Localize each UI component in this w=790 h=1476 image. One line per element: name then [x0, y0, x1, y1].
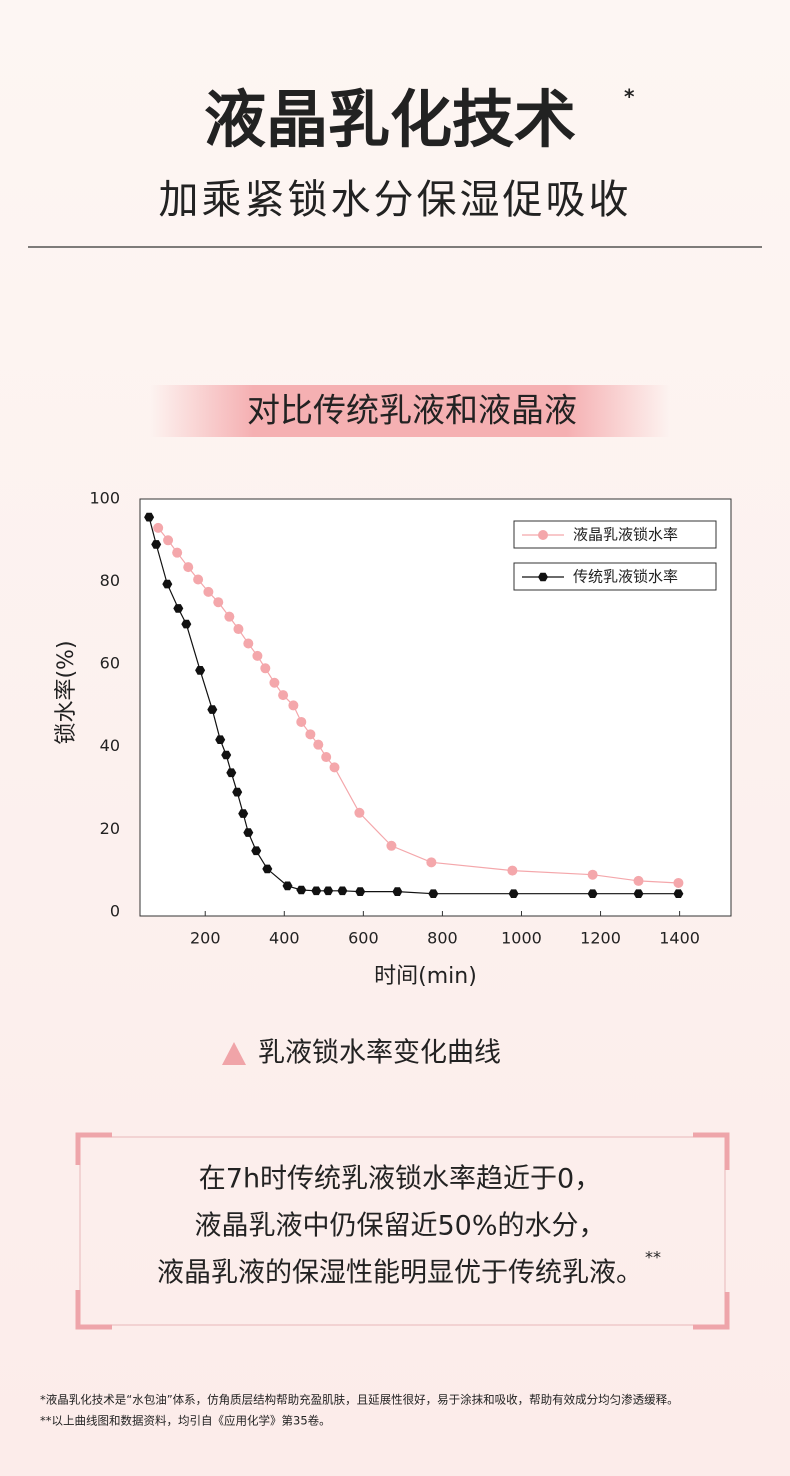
point [144, 512, 155, 522]
point [251, 846, 262, 856]
point [321, 752, 332, 763]
x-tick-label: 1200 [580, 929, 621, 948]
section-band [150, 385, 670, 437]
point [392, 887, 403, 896]
title: 液晶乳化技术 [204, 83, 576, 156]
point [311, 886, 322, 896]
point [282, 881, 293, 891]
section-title: 对比传统乳液和液晶液 [247, 391, 577, 430]
callout-line: 液晶乳液的保湿性能明显优于传统乳液。 [157, 1258, 643, 1289]
plot-frame [139, 498, 732, 917]
point [426, 857, 437, 868]
y-tick-label: 60 [100, 654, 120, 673]
footnote: *液晶乳化技术是“水包油”体系，仿角质层结构帮助充盈肌肤，且延展性很好，易于涂抹… [40, 1393, 679, 1407]
point [587, 869, 598, 880]
point [215, 735, 226, 744]
x-tick-label: 1000 [501, 929, 542, 948]
point [428, 889, 439, 898]
point [673, 889, 684, 898]
x-tick-label: 400 [269, 929, 300, 948]
legend-marker [538, 530, 548, 540]
x-tick-label: 600 [348, 929, 379, 948]
x-axis-label: 时间(min) [374, 964, 477, 989]
point [313, 739, 324, 750]
point [153, 522, 164, 533]
footnote: **以上曲线图和数据资料，均引自《应用化学》第35卷。 [40, 1414, 331, 1428]
caption: 乳液锁水率变化曲线 [258, 1038, 501, 1069]
callout-line: 在7h时传统乳液锁水率趋近于0， [199, 1164, 601, 1195]
point [507, 865, 518, 876]
point [232, 787, 243, 797]
y-tick-label: 0 [110, 901, 120, 920]
y-axis-label: 锁水率(%) [54, 640, 79, 744]
point [151, 540, 162, 549]
point [354, 807, 365, 818]
point [226, 768, 237, 778]
point [203, 586, 214, 597]
x-tick-label: 800 [427, 929, 458, 948]
x-tick-label: 1400 [659, 929, 700, 948]
chart: 0 20 40 60 80 100 200 400 600 800 1000 1200 1400 时间(m… [54, 489, 732, 989]
point [252, 650, 263, 661]
point [329, 762, 340, 773]
callout-box [79, 1136, 726, 1326]
point [288, 700, 299, 711]
point [233, 624, 244, 635]
y-tick-label: 100 [89, 489, 120, 508]
point [278, 690, 289, 701]
callout-line: 液晶乳液中仍保留近50%的水分， [194, 1211, 605, 1242]
point [181, 619, 192, 629]
point [305, 729, 316, 740]
point [195, 666, 206, 675]
legend-label: 液晶乳液锁水率 [573, 526, 678, 544]
point [193, 574, 204, 585]
point [508, 889, 519, 898]
point [224, 611, 235, 622]
point [262, 864, 273, 874]
y-tick-label: 40 [100, 736, 120, 755]
point [183, 562, 194, 573]
point [673, 877, 684, 888]
callout-mark: ** [645, 1248, 661, 1267]
point [633, 875, 644, 886]
y-tick-label: 80 [100, 571, 120, 590]
point [296, 885, 307, 895]
point [243, 828, 254, 837]
point [243, 638, 254, 649]
point [207, 705, 218, 714]
point [221, 750, 232, 760]
point [238, 809, 249, 818]
point [587, 889, 598, 898]
callout-corners [75, 1132, 730, 1330]
point [260, 663, 271, 674]
caption-triangle [222, 1042, 246, 1065]
point [337, 886, 348, 896]
point [172, 547, 183, 558]
callout: 在7h时传统乳液锁水率趋近于0， 液晶乳液中仍保留近50%的水分， 液晶乳液的保湿性… [157, 1164, 661, 1289]
point [163, 535, 174, 546]
point [355, 887, 366, 896]
point [386, 840, 397, 851]
y-tick-label: 20 [100, 819, 120, 838]
point [162, 579, 173, 589]
legend-label: 传统乳液锁水率 [573, 568, 678, 586]
point [323, 886, 334, 896]
point [633, 889, 644, 898]
point [296, 716, 307, 727]
point [173, 604, 184, 613]
x-tick-label: 200 [190, 929, 221, 948]
point [213, 597, 224, 608]
legend-marker [538, 572, 548, 582]
title-mark: * [624, 85, 635, 109]
point [269, 677, 280, 688]
subtitle: 加乘紧锁水分保湿促吸收 [159, 177, 632, 223]
